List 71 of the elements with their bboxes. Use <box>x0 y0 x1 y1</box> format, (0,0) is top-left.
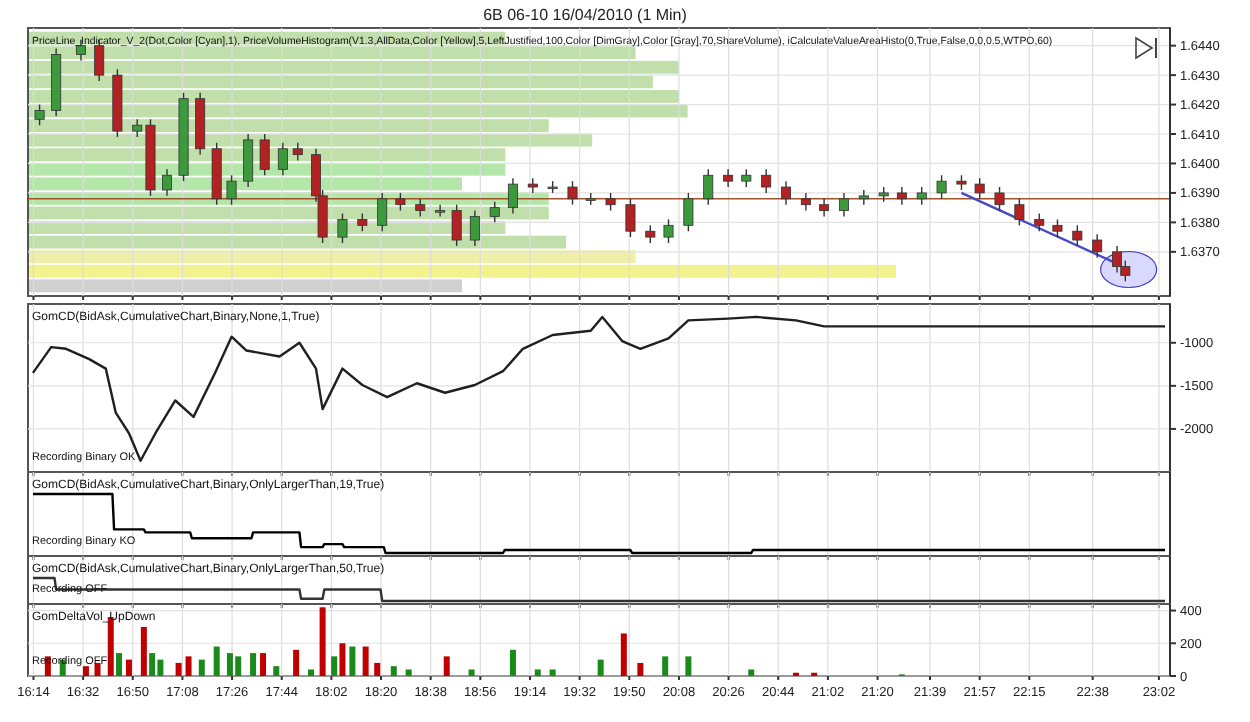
candlestick <box>277 142 288 176</box>
bar <box>140 626 147 676</box>
bar <box>362 646 369 676</box>
bar <box>637 662 644 676</box>
bar <box>273 666 280 676</box>
candlestick <box>243 133 254 188</box>
candlestick <box>1072 224 1083 247</box>
candlestick <box>507 177 518 215</box>
bar <box>549 669 556 676</box>
bar <box>662 656 669 676</box>
candlestick <box>567 180 578 206</box>
bar <box>82 666 89 676</box>
candlestick <box>625 198 636 238</box>
bar <box>620 633 627 676</box>
candlestick <box>1014 198 1025 227</box>
bar <box>331 656 338 676</box>
candlestick <box>1092 233 1103 259</box>
candlestick <box>683 192 694 232</box>
bar <box>374 662 381 676</box>
bar <box>468 669 475 676</box>
bar <box>235 656 242 676</box>
bar <box>308 669 315 676</box>
candlestick <box>377 192 388 232</box>
bar <box>28 279 462 293</box>
candlestick <box>994 186 1005 212</box>
bar <box>349 646 356 676</box>
candlestick <box>781 180 792 206</box>
bar <box>260 653 267 676</box>
bar <box>198 659 205 676</box>
candlestick <box>936 174 947 200</box>
bar <box>213 646 220 676</box>
bar <box>293 649 300 676</box>
bar <box>125 659 132 676</box>
bar <box>339 643 346 676</box>
bar <box>319 607 326 676</box>
bar <box>748 669 755 676</box>
bar <box>250 653 257 676</box>
candlestick <box>162 168 173 197</box>
candlestick <box>761 168 772 194</box>
candlestick <box>435 204 446 218</box>
bar <box>28 250 636 264</box>
bar <box>443 656 450 676</box>
bar <box>94 662 101 676</box>
chart-title: 6B 06-10 16/04/2010 (1 Min) <box>483 6 688 24</box>
bar <box>405 669 412 676</box>
candlestick <box>469 209 480 247</box>
bar <box>534 669 541 676</box>
bar <box>685 656 692 676</box>
bar <box>116 653 123 676</box>
candlestick <box>451 204 462 247</box>
bar <box>175 662 182 676</box>
candlestick <box>858 189 869 206</box>
bar <box>185 656 192 676</box>
candlestick <box>337 212 348 244</box>
candlestick <box>226 174 237 206</box>
candlestick <box>703 168 714 206</box>
bar <box>597 659 604 676</box>
candlestick <box>838 192 849 218</box>
bar <box>390 666 397 676</box>
bar <box>28 264 896 278</box>
line-series <box>31 315 1167 462</box>
candlestick <box>489 201 500 224</box>
candlestick <box>259 133 270 176</box>
candlestick <box>974 177 985 200</box>
bar <box>509 649 516 676</box>
bar <box>149 653 156 676</box>
bar <box>226 653 233 676</box>
bar <box>157 659 164 676</box>
candlestick <box>1112 245 1123 274</box>
candlestick <box>663 218 674 244</box>
candlestick <box>34 103 45 126</box>
